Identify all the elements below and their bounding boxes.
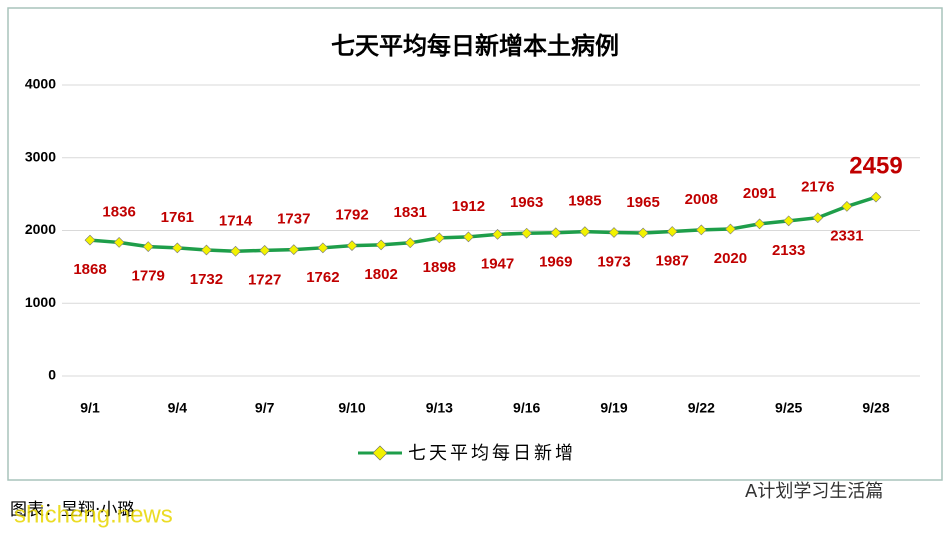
- x-tick-label: 9/28: [862, 400, 889, 416]
- data-point: [84, 234, 96, 246]
- data-label: 1831: [394, 204, 427, 221]
- data-label: 1727: [248, 271, 281, 288]
- data-point: [725, 223, 736, 235]
- y-tick-label: 2000: [25, 221, 56, 237]
- x-tick-label: 9/25: [775, 400, 802, 416]
- legend-marker: [372, 445, 388, 461]
- x-tick-label: 9/16: [513, 400, 540, 416]
- data-point: [142, 241, 154, 252]
- data-label: 1868: [73, 261, 106, 278]
- data-label: 1762: [306, 269, 339, 286]
- data-point: [637, 227, 649, 239]
- x-tick-label: 9/22: [688, 400, 715, 416]
- data-label: 2091: [743, 185, 776, 202]
- data-point: [579, 226, 591, 237]
- legend: 七天平均每日新增: [358, 443, 576, 464]
- source-note: 图表：昱翔·小璐: [10, 500, 134, 520]
- account-name: A计划学习生活篇: [745, 481, 883, 502]
- data-line: [89, 195, 877, 254]
- x-tick-label: 9/7: [255, 400, 275, 416]
- data-label: 1969: [539, 254, 572, 271]
- legend-label: 七天平均每日新增: [408, 443, 576, 464]
- data-label: 1987: [656, 252, 689, 269]
- y-tick-label: 0: [48, 367, 56, 383]
- data-point: [521, 227, 533, 239]
- data-point: [492, 228, 503, 240]
- x-tick-label: 9/13: [426, 400, 453, 416]
- x-tick-label: 9/19: [600, 400, 627, 416]
- data-point: [463, 231, 474, 243]
- y-tick-label: 1000: [25, 294, 56, 310]
- data-point: [288, 244, 300, 256]
- data-label: 2133: [772, 242, 805, 259]
- data-label: 1792: [335, 207, 368, 224]
- data-label: 1836: [102, 203, 135, 220]
- data-label: 1761: [161, 209, 194, 226]
- chart-frame: [7, 7, 943, 481]
- data-point: [317, 242, 329, 254]
- data-point: [812, 212, 824, 224]
- data-point: [608, 227, 620, 238]
- data-point: [783, 215, 795, 227]
- data-point: [259, 244, 271, 256]
- data-label: 1985: [568, 193, 601, 210]
- data-label: 1947: [481, 255, 514, 272]
- data-label: 1802: [364, 266, 397, 283]
- x-tick-label: 9/1: [80, 400, 100, 416]
- data-label: 1898: [423, 259, 456, 276]
- data-point: [433, 232, 445, 244]
- data-label: 2176: [801, 179, 834, 196]
- data-point: [230, 245, 241, 257]
- data-label: 2020: [714, 250, 747, 267]
- watermark: shicheng.news: [14, 501, 173, 528]
- data-point: [113, 237, 125, 248]
- data-point: [754, 218, 765, 230]
- data-label: 2008: [685, 191, 718, 208]
- data-label: 1737: [277, 211, 310, 228]
- data-label: 1973: [597, 253, 630, 270]
- data-label: 1965: [626, 194, 659, 211]
- data-point: [550, 227, 562, 239]
- chart-title: 七天平均每日新增本土病例: [331, 32, 619, 60]
- data-label: 1912: [452, 198, 485, 215]
- data-point: [171, 242, 183, 254]
- x-tick-label: 9/4: [168, 400, 188, 416]
- data-label: 1779: [132, 268, 165, 285]
- x-tick-label: 9/10: [338, 400, 365, 416]
- data-point: [870, 191, 882, 203]
- data-point: [201, 244, 212, 256]
- data-point: [375, 239, 387, 251]
- data-label: 2331: [830, 227, 863, 244]
- data-label: 1714: [219, 212, 253, 229]
- data-label: 1732: [190, 271, 223, 288]
- data-label: 1963: [510, 194, 543, 211]
- data-point: [695, 224, 707, 236]
- data-point: [666, 226, 678, 237]
- data-label: 2459: [849, 152, 902, 179]
- y-tick-label: 4000: [25, 76, 56, 92]
- y-tick-label: 3000: [25, 148, 56, 164]
- data-point: [841, 201, 853, 212]
- data-point: [346, 240, 358, 252]
- data-point: [404, 237, 416, 249]
